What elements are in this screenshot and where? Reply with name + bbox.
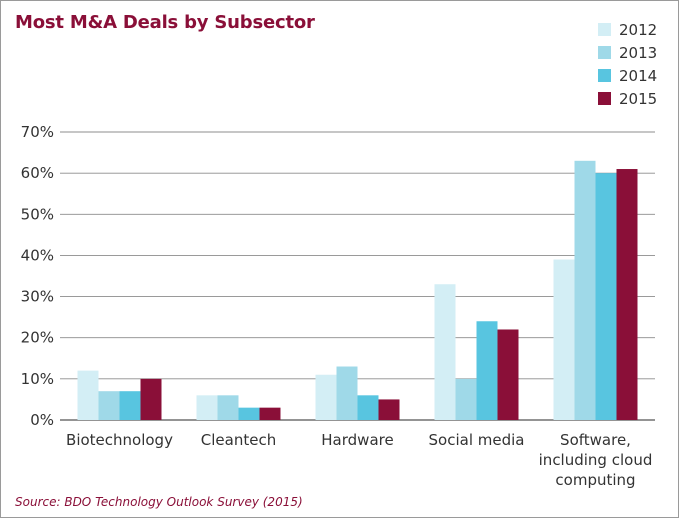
y-tick-label: 30%: [21, 288, 54, 306]
legend-swatch-2015: [598, 92, 611, 105]
y-tick-label: 0%: [30, 411, 54, 429]
bar-2013-4: [455, 378, 477, 420]
legend-label-2013: 2013: [619, 44, 657, 62]
bar-2014-2: [238, 407, 260, 420]
y-tick-label: 50%: [21, 205, 54, 223]
legend-swatch-2014: [598, 69, 611, 82]
bar-2015-3: [378, 399, 400, 420]
bar-2015-1: [140, 378, 162, 420]
y-tick-label: 70%: [21, 123, 54, 141]
chart-title: Most M&A Deals by Subsector: [15, 12, 315, 33]
bar-2012-5: [553, 259, 575, 420]
bar-2015-4: [497, 329, 519, 420]
bar-2014-1: [119, 391, 141, 420]
x-category-label: Social media: [429, 431, 525, 449]
bar-2015-5: [616, 169, 638, 420]
y-tick-label: 10%: [21, 370, 54, 388]
bar-2014-4: [476, 321, 498, 420]
y-axis: 0% 10% 20% 30% 40% 50% 60% 70%: [21, 123, 54, 429]
bar-2012-1: [77, 370, 99, 420]
bar-2014-5: [595, 173, 617, 420]
x-category-label: including cloud: [539, 451, 653, 469]
bar-2014-3: [357, 395, 379, 420]
x-category-label: Software,: [560, 431, 631, 449]
x-category-label: Hardware: [321, 431, 393, 449]
y-tick-label: 60%: [21, 164, 54, 182]
bar-2012-3: [315, 374, 337, 420]
bars: [77, 160, 638, 421]
bar-2012-2: [196, 395, 218, 420]
bar-2013-2: [217, 395, 239, 420]
legend: 2012 2013 2014 2015: [598, 21, 657, 108]
bar-2015-2: [259, 407, 281, 420]
x-category-label: Cleantech: [201, 431, 276, 449]
legend-swatch-2012: [598, 23, 611, 36]
legend-label-2015: 2015: [619, 90, 657, 108]
bar-2012-4: [434, 284, 456, 420]
x-axis: Biotechnology Cleantech Hardware Social med…: [66, 431, 652, 489]
y-tick-label: 40%: [21, 246, 54, 264]
y-tick-label: 20%: [21, 329, 54, 347]
legend-swatch-2013: [598, 46, 611, 59]
bar-2013-1: [98, 391, 120, 420]
x-category-label: computing: [555, 471, 635, 489]
legend-label-2014: 2014: [619, 67, 657, 85]
bar-2013-5: [574, 160, 596, 421]
source-note: Source: BDO Technology Outlook Survey (2…: [15, 495, 303, 509]
bar-2013-3: [336, 366, 358, 420]
x-category-label: Biotechnology: [66, 431, 173, 449]
legend-label-2012: 2012: [619, 21, 657, 39]
